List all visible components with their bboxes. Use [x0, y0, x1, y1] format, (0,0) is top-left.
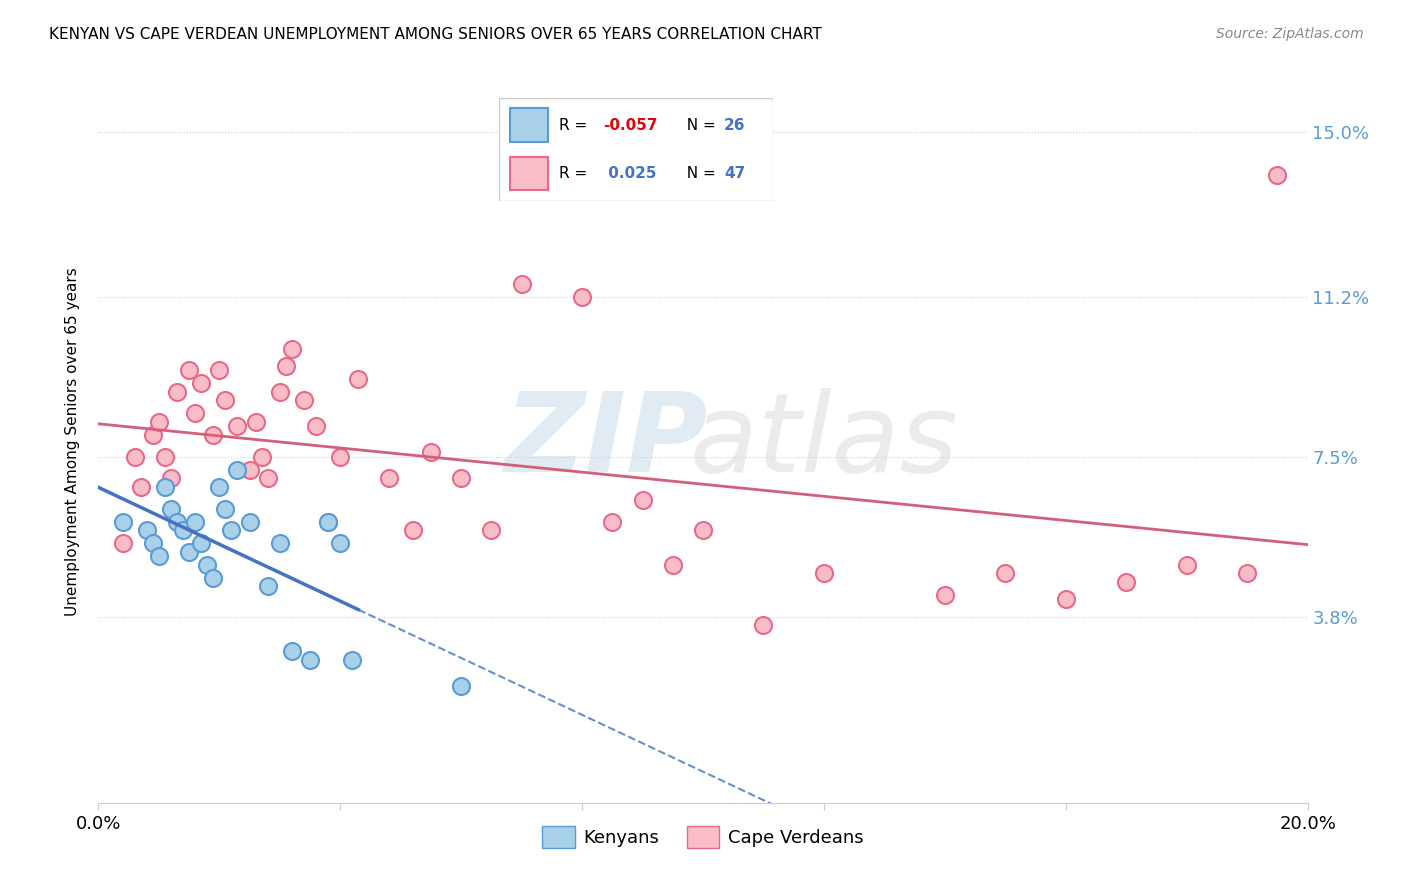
Text: 26: 26	[724, 119, 745, 133]
Point	[316, 515, 339, 529]
Point	[166, 515, 188, 529]
Point	[402, 523, 425, 537]
Point	[420, 445, 443, 459]
Point	[269, 536, 291, 550]
Point	[342, 653, 364, 667]
Point	[153, 450, 176, 464]
Point	[214, 393, 236, 408]
Point	[1267, 169, 1289, 183]
Point	[269, 384, 291, 399]
Text: KENYAN VS CAPE VERDEAN UNEMPLOYMENT AMONG SENIORS OVER 65 YEARS CORRELATION CHAR: KENYAN VS CAPE VERDEAN UNEMPLOYMENT AMON…	[49, 27, 823, 42]
FancyBboxPatch shape	[510, 157, 548, 190]
Point	[111, 515, 134, 529]
Point	[148, 415, 170, 429]
Text: 47: 47	[724, 166, 745, 180]
Text: atlas: atlas	[689, 388, 959, 495]
Point	[1175, 558, 1198, 572]
Point	[226, 419, 249, 434]
Point	[510, 277, 533, 291]
Point	[202, 571, 225, 585]
Point	[208, 363, 231, 377]
Point	[281, 644, 304, 658]
Point	[239, 463, 262, 477]
Point	[256, 579, 278, 593]
FancyBboxPatch shape	[510, 109, 548, 142]
Point	[481, 523, 503, 537]
Text: -0.057: -0.057	[603, 119, 658, 133]
Point	[179, 363, 201, 377]
Point	[214, 501, 236, 516]
Point	[281, 342, 304, 356]
Point	[202, 428, 225, 442]
Point	[602, 515, 624, 529]
Point	[256, 471, 278, 485]
Point	[994, 566, 1017, 581]
Point	[299, 653, 322, 667]
Point	[160, 471, 183, 485]
Text: 0.025: 0.025	[603, 166, 657, 180]
Point	[135, 523, 157, 537]
Point	[450, 471, 472, 485]
Point	[184, 406, 207, 420]
Point	[172, 523, 194, 537]
Point	[934, 588, 956, 602]
Point	[274, 359, 297, 373]
Point	[129, 480, 152, 494]
Text: N =: N =	[678, 119, 721, 133]
Point	[1115, 575, 1137, 590]
Point	[239, 515, 262, 529]
Point	[226, 463, 249, 477]
Point	[661, 558, 683, 572]
Point	[195, 558, 218, 572]
Point	[142, 428, 165, 442]
Point	[329, 450, 352, 464]
Point	[305, 419, 328, 434]
Point	[571, 290, 593, 304]
Point	[153, 480, 176, 494]
Point	[111, 536, 134, 550]
Point	[752, 618, 775, 632]
Point	[692, 523, 714, 537]
Point	[166, 384, 188, 399]
Point	[347, 372, 370, 386]
Text: Source: ZipAtlas.com: Source: ZipAtlas.com	[1216, 27, 1364, 41]
Point	[245, 415, 267, 429]
Point	[221, 523, 243, 537]
Point	[160, 501, 183, 516]
Point	[208, 480, 231, 494]
Point	[1054, 592, 1077, 607]
Point	[292, 393, 315, 408]
Point	[184, 515, 207, 529]
Point	[450, 679, 472, 693]
Text: R =: R =	[560, 119, 592, 133]
Text: R =: R =	[560, 166, 592, 180]
Point	[377, 471, 399, 485]
Point	[813, 566, 835, 581]
Point	[1236, 566, 1258, 581]
Point	[124, 450, 146, 464]
Text: N =: N =	[678, 166, 721, 180]
Point	[316, 515, 339, 529]
Point	[148, 549, 170, 564]
Point	[142, 536, 165, 550]
Point	[190, 536, 212, 550]
Point	[190, 376, 212, 391]
Text: ZIP: ZIP	[505, 388, 709, 495]
Point	[631, 492, 654, 507]
FancyBboxPatch shape	[499, 98, 773, 201]
Point	[179, 545, 201, 559]
Y-axis label: Unemployment Among Seniors over 65 years: Unemployment Among Seniors over 65 years	[65, 268, 80, 615]
Legend: Kenyans, Cape Verdeans: Kenyans, Cape Verdeans	[534, 819, 872, 855]
Point	[329, 536, 352, 550]
Point	[250, 450, 273, 464]
